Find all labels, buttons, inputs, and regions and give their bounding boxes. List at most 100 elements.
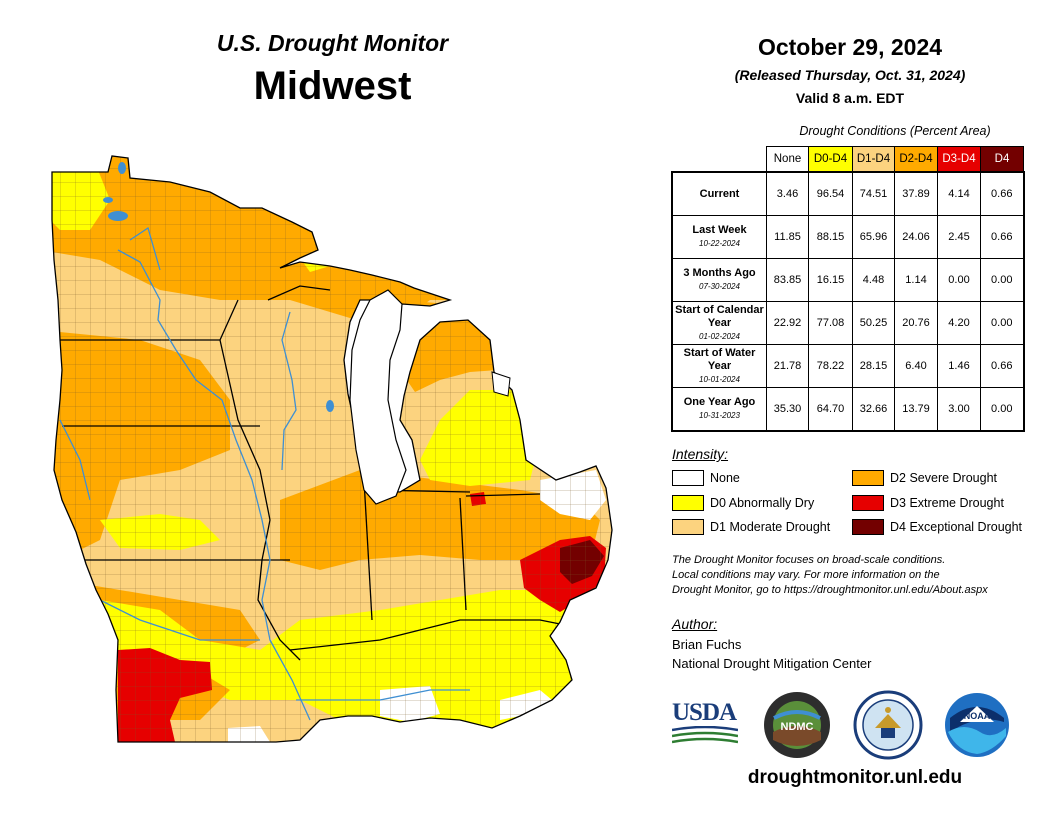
table-row: Start of Water Year 10-01-2024 21.78 78.2…	[671, 344, 1024, 388]
cell: 96.54	[808, 171, 853, 216]
lake-michigan	[349, 289, 407, 505]
legend-label: D1 Moderate Drought	[710, 520, 831, 534]
noaa-logo: NOAA	[945, 693, 1009, 757]
legend-item-d0: D0 Abnormally Dry	[672, 495, 814, 511]
cell: 50.25	[852, 301, 895, 345]
col-d4: D4	[980, 146, 1024, 173]
note-line: Local conditions may vary. For more info…	[672, 569, 940, 581]
row-label: Start of Water Year 10-01-2024	[671, 344, 767, 388]
cell: 64.70	[808, 387, 853, 432]
commerce-seal	[853, 690, 923, 760]
author-title: Author:	[672, 616, 718, 632]
cell: 3.46	[766, 171, 809, 216]
cell: 1.46	[937, 344, 981, 388]
legend-swatch	[852, 470, 884, 486]
author-org: National Drought Mitigation Center	[672, 656, 872, 671]
legend-label: D0 Abnormally Dry	[710, 496, 815, 510]
cell: 6.40	[894, 344, 938, 388]
map-subtitle: U.S. Drought Monitor	[216, 30, 449, 56]
cell: 74.51	[852, 171, 895, 216]
lake-icon	[118, 162, 126, 174]
map-region-title: Midwest	[253, 64, 412, 108]
row-label: Start of Calendar Year 01-02-2024	[671, 301, 767, 345]
ndmc-logo-text: NDMC	[781, 721, 814, 733]
legend-swatch	[852, 495, 884, 511]
lake-icon	[103, 197, 113, 203]
legend-label: None	[710, 471, 740, 485]
lake-icon	[349, 718, 359, 726]
cell: 0.00	[980, 258, 1024, 302]
ndmc-logo: NDMC	[764, 692, 830, 758]
saginaw-bay	[491, 371, 511, 397]
usda-logo: USDA	[672, 700, 738, 748]
col-d1-d4: D1-D4	[852, 146, 895, 173]
county-lines	[52, 156, 612, 742]
author-name: Brian Fuchs	[672, 637, 742, 652]
cell: 2.45	[937, 215, 981, 259]
legend-item-d3: D3 Extreme Drought	[852, 495, 1004, 511]
valid-time: Valid 8 a.m. EDT	[795, 90, 905, 106]
table-caption: Drought Conditions (Percent Area)	[799, 124, 991, 138]
cell: 21.78	[766, 344, 809, 388]
row-label: Current	[671, 171, 767, 216]
website-url[interactable]: droughtmonitor.unl.edu	[747, 767, 963, 788]
note-line: The Drought Monitor focuses on broad-sca…	[672, 554, 946, 566]
legend-swatch	[672, 495, 704, 511]
drought-map	[51, 155, 613, 743]
cell: 3.00	[937, 387, 981, 432]
cell: 83.85	[766, 258, 809, 302]
cell: 11.85	[766, 215, 809, 259]
cell: 0.66	[980, 215, 1024, 259]
legend-swatch	[672, 470, 704, 486]
col-d0-d4: D0-D4	[808, 146, 853, 173]
table-row: One Year Ago 10-31-2023 35.30 64.70 32.66…	[671, 387, 1024, 432]
cell: 37.89	[894, 171, 938, 216]
row-label: 3 Months Ago 07-30-2024	[671, 258, 767, 302]
cell: 32.66	[852, 387, 895, 432]
legend-label: D2 Severe Drought	[890, 471, 998, 485]
drought-conditions-table: None D0-D4 D1-D4 D2-D4 D3-D4 D4 Current …	[671, 146, 1025, 432]
map-date: October 29, 2024	[757, 34, 943, 60]
row-label: One Year Ago 10-31-2023	[671, 387, 767, 432]
legend-item-none: None	[672, 470, 740, 486]
legend-label: D3 Extreme Drought	[890, 496, 1004, 510]
legend-item-d1: D1 Moderate Drought	[672, 519, 830, 535]
note-line: Drought Monitor, go to https://droughtmo…	[672, 584, 988, 596]
legend-label: D4 Exceptional Drought	[890, 520, 1023, 534]
cell: 13.79	[894, 387, 938, 432]
cell: 4.14	[937, 171, 981, 216]
lake-icon	[326, 400, 334, 412]
cell: 0.00	[937, 258, 981, 302]
noaa-logo-text: NOAA	[964, 711, 991, 721]
legend-swatch	[852, 519, 884, 535]
legend-item-d2: D2 Severe Drought	[852, 470, 997, 486]
cell: 20.76	[894, 301, 938, 345]
cell: 0.66	[980, 171, 1024, 216]
table-row: Start of Calendar Year 01-02-2024 22.92 7…	[671, 301, 1024, 345]
cell: 4.20	[937, 301, 981, 345]
col-none: None	[766, 146, 809, 173]
legend-title: Intensity:	[672, 446, 729, 462]
cell: 4.48	[852, 258, 895, 302]
cell: 88.15	[808, 215, 853, 259]
cell: 0.66	[980, 344, 1024, 388]
state-boundaries	[60, 285, 561, 661]
cell: 78.22	[808, 344, 853, 388]
cell: 0.00	[980, 387, 1024, 432]
cell: 28.15	[852, 344, 895, 388]
cell: 24.06	[894, 215, 938, 259]
cell: 16.15	[808, 258, 853, 302]
cell: 35.30	[766, 387, 809, 432]
table-row: 3 Months Ago 07-30-2024 83.85 16.15 4.48 …	[671, 258, 1024, 302]
usda-hills-icon	[672, 726, 738, 744]
cell: 1.14	[894, 258, 938, 302]
legend-swatch	[672, 519, 704, 535]
cell: 65.96	[852, 215, 895, 259]
table-row: Current 3.46 96.54 74.51 37.89 4.14 0.66	[671, 171, 1024, 216]
cell: 0.00	[980, 301, 1024, 345]
release-date: (Released Thursday, Oct. 31, 2024)	[734, 67, 966, 83]
col-d3-d4: D3-D4	[937, 146, 981, 173]
col-d2-d4: D2-D4	[894, 146, 938, 173]
lake-icon	[108, 211, 128, 221]
row-label: Last Week 10-22-2024	[671, 215, 767, 259]
